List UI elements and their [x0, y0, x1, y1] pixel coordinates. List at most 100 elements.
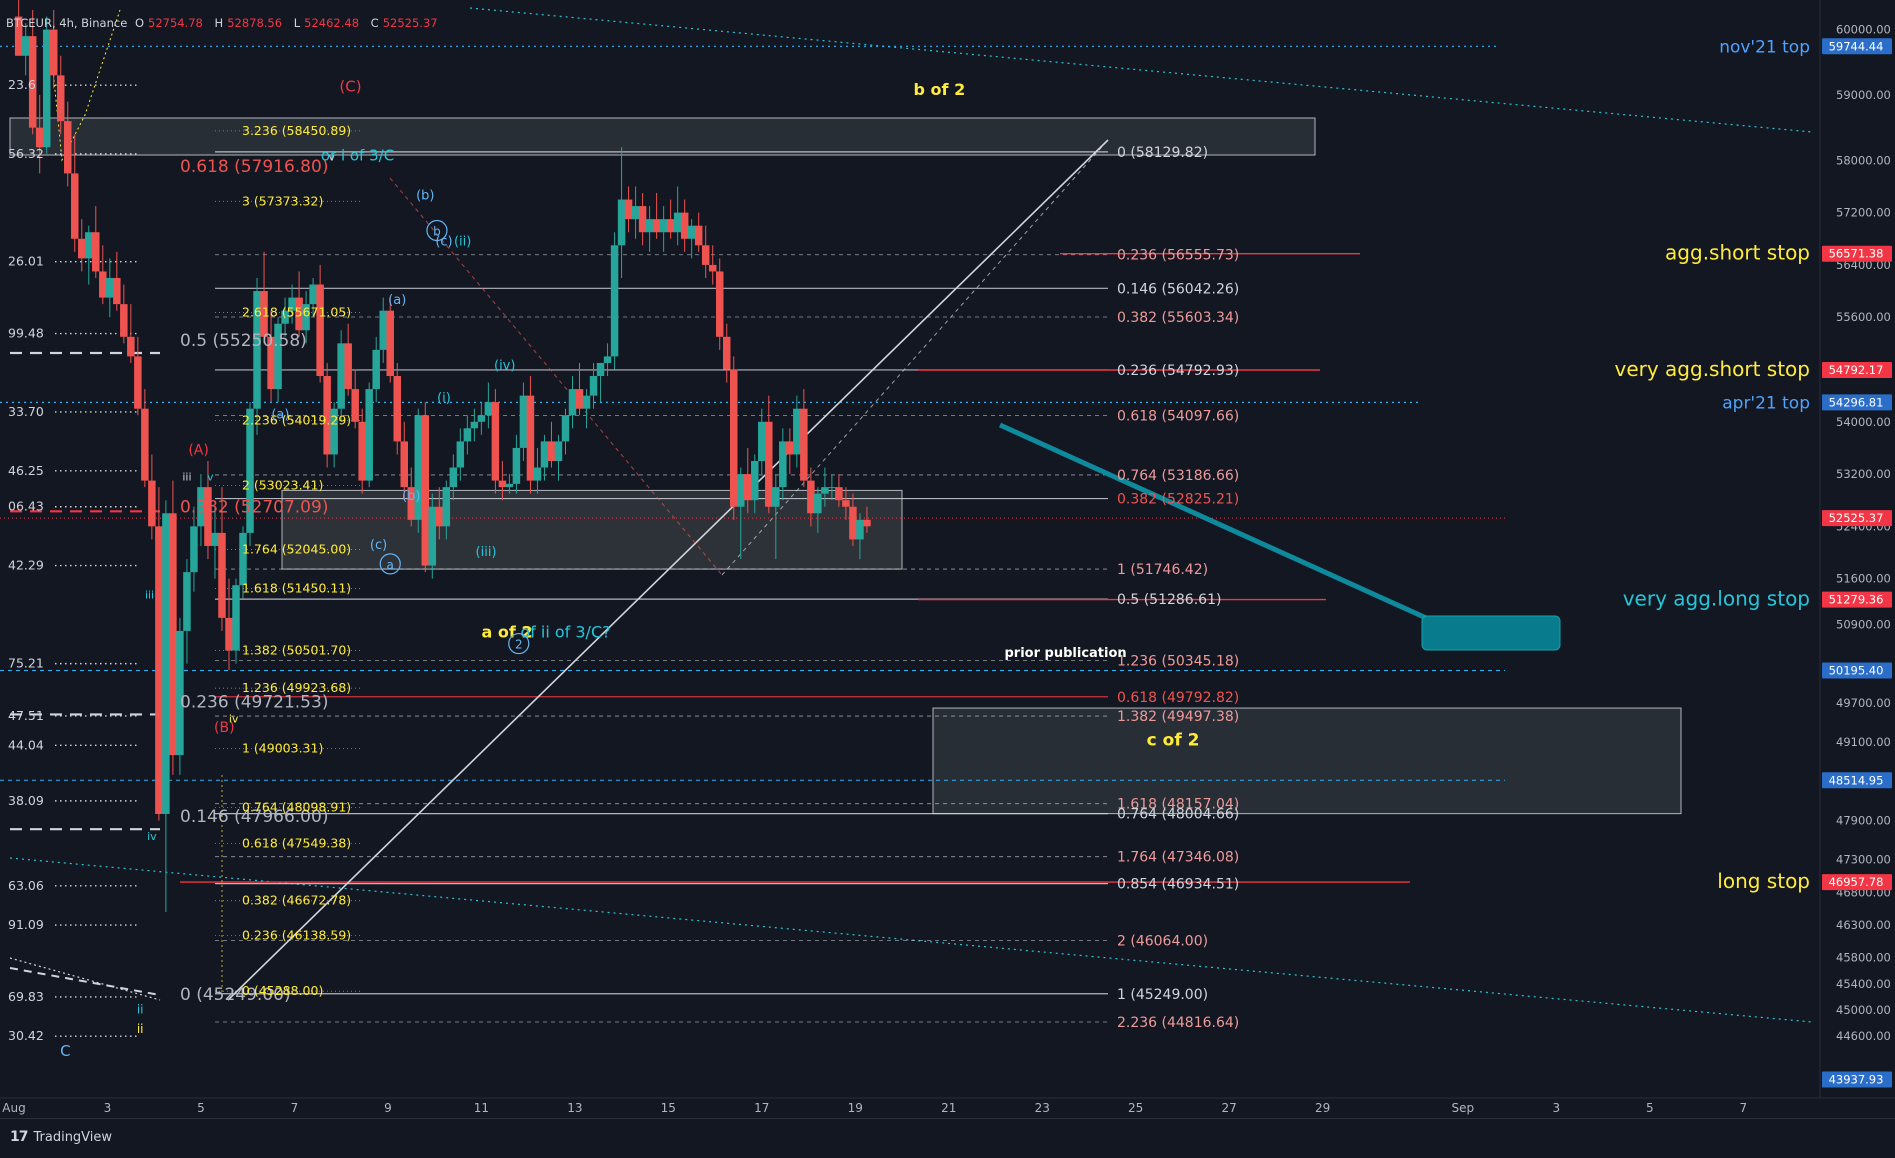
candle-body[interactable] — [463, 428, 472, 442]
candle-body[interactable] — [540, 441, 549, 468]
candle-body[interactable] — [835, 487, 843, 501]
candle-body[interactable] — [302, 304, 310, 331]
candle-body[interactable] — [856, 519, 864, 540]
candle-body[interactable] — [14, 16, 23, 56]
candle-body[interactable] — [582, 395, 591, 409]
candle-body[interactable] — [246, 408, 254, 533]
candle-body[interactable] — [722, 336, 731, 370]
candle-body[interactable] — [28, 36, 37, 128]
candle-body[interactable] — [21, 36, 30, 56]
candle-body[interactable] — [309, 284, 317, 305]
candle-body[interactable] — [484, 402, 493, 416]
candle-body[interactable] — [267, 336, 275, 390]
candle-body[interactable] — [330, 408, 338, 455]
candle-body[interactable] — [183, 572, 191, 631]
candle-body[interactable] — [449, 467, 458, 488]
candle-body[interactable] — [673, 212, 682, 233]
candle-body[interactable] — [687, 225, 696, 239]
candle-body[interactable] — [428, 506, 437, 566]
candle-body[interactable] — [772, 487, 780, 507]
candle-body[interactable] — [793, 408, 801, 455]
candle-body[interactable] — [779, 441, 787, 488]
candle-body[interactable] — [35, 127, 44, 148]
candle-body[interactable] — [365, 389, 373, 481]
candle-body[interactable] — [828, 487, 836, 489]
candle-body[interactable] — [547, 441, 556, 461]
candle-body[interactable] — [295, 297, 303, 331]
candle-body[interactable] — [603, 356, 612, 363]
candle-body[interactable] — [568, 389, 577, 416]
candle-body[interactable] — [400, 441, 409, 488]
candle-body[interactable] — [758, 421, 766, 461]
candle-body[interactable] — [49, 29, 58, 76]
candle-body[interactable] — [589, 376, 598, 396]
candle-body[interactable] — [498, 480, 507, 488]
candle-body[interactable] — [435, 506, 444, 527]
candle-body[interactable] — [596, 362, 605, 377]
candle-body[interactable] — [807, 480, 815, 514]
candle-body[interactable] — [519, 395, 528, 448]
candle-body[interactable] — [526, 395, 535, 481]
candle-body[interactable] — [281, 310, 289, 324]
candle-body[interactable] — [337, 343, 345, 409]
candle-body[interactable] — [477, 415, 486, 422]
candle-body[interactable] — [148, 480, 156, 527]
candle-body[interactable] — [715, 271, 724, 337]
candle-body[interactable] — [729, 369, 738, 507]
candle-body[interactable] — [316, 284, 324, 377]
candle-body[interactable] — [407, 487, 416, 520]
candle-body[interactable] — [344, 343, 352, 390]
candle-body[interactable] — [127, 336, 135, 357]
candle-body[interactable] — [470, 421, 479, 429]
candle-body[interactable] — [162, 513, 170, 814]
candle-body[interactable] — [814, 493, 822, 514]
candle-body[interactable] — [624, 199, 633, 220]
candle-body[interactable] — [56, 75, 65, 122]
candle-body[interactable] — [666, 219, 675, 233]
candle-body[interactable] — [358, 421, 366, 481]
candle-body[interactable] — [190, 526, 198, 573]
candle-body[interactable] — [442, 487, 451, 527]
candle-body[interactable] — [99, 271, 107, 298]
candle-body[interactable] — [617, 199, 626, 246]
candle-body[interactable] — [197, 487, 205, 527]
candle-body[interactable] — [211, 532, 219, 546]
candle-body[interactable] — [645, 219, 654, 233]
candle-body[interactable] — [652, 219, 661, 233]
candle-body[interactable] — [386, 310, 394, 377]
candle-body[interactable] — [421, 415, 430, 566]
candle-body[interactable] — [694, 225, 703, 246]
candle-body[interactable] — [155, 526, 163, 814]
candle-body[interactable] — [505, 483, 514, 488]
candle-body[interactable] — [42, 29, 51, 148]
candle-body[interactable] — [232, 585, 240, 651]
candle-body[interactable] — [533, 467, 542, 481]
candle-body[interactable] — [393, 376, 401, 442]
candle-body[interactable] — [141, 408, 149, 481]
candle-body[interactable] — [849, 506, 857, 540]
candle-body[interactable] — [351, 389, 359, 422]
candle-body[interactable] — [554, 441, 563, 461]
candle-body[interactable] — [638, 206, 647, 233]
candle-body[interactable] — [239, 532, 247, 586]
candle-body[interactable] — [113, 277, 121, 305]
candle-body[interactable] — [71, 173, 79, 239]
candle-body[interactable] — [610, 245, 619, 357]
candle-body[interactable] — [842, 500, 850, 507]
candle-body[interactable] — [737, 474, 745, 507]
candle-body[interactable] — [659, 219, 668, 233]
candle-body[interactable] — [680, 212, 689, 239]
candle-body[interactable] — [169, 513, 177, 756]
candle-body[interactable] — [456, 441, 465, 468]
tradingview-logo[interactable]: 17 TradingView — [10, 1129, 112, 1145]
candle-body[interactable] — [575, 389, 584, 409]
candle-body[interactable] — [786, 441, 794, 455]
candle-body[interactable] — [414, 415, 423, 520]
candle-body[interactable] — [379, 310, 387, 350]
candle-body[interactable] — [288, 297, 296, 311]
candle-body[interactable] — [708, 264, 717, 272]
candle-body[interactable] — [561, 415, 570, 442]
candle-body[interactable] — [225, 617, 233, 651]
candle-body[interactable] — [744, 474, 752, 501]
